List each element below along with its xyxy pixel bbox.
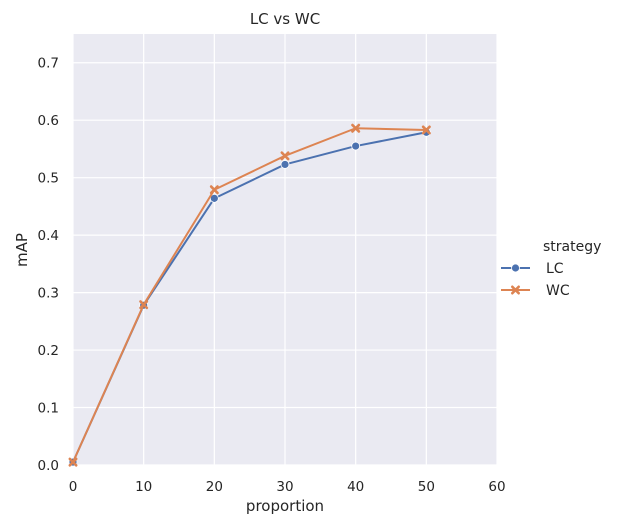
x-tick-label: 10 [135,479,152,495]
x-tick-label: 20 [206,479,223,495]
data-point-wc [209,185,219,195]
y-tick-label: 0.5 [38,171,59,187]
y-tick-label: 0.3 [38,286,59,302]
legend-item-wc: WC [501,283,570,299]
y-tick-label: 0.6 [38,113,59,129]
legend-label-wc: WC [546,283,570,299]
data-point-wc [68,457,78,467]
series-line-wc [72,127,427,463]
x-tick-label: 0 [69,479,78,495]
x-tick-label: 40 [347,479,364,495]
data-point-wc [421,125,431,135]
x-axis-label: proportion [246,497,324,515]
legend-item-lc: LC [501,261,564,277]
legend-marker-wc [510,285,520,295]
y-tick-label: 0.7 [38,56,59,72]
data-point-lc [351,141,361,151]
data-point-wc [280,151,290,161]
legend: strategy LC WC [501,239,601,299]
x-tick-label: 30 [276,479,293,495]
tick-labels: 0 10 20 30 40 50 60 0.0 0.1 0.2 0.3 0.4 0.5 0.6 0.7 [38,56,506,495]
data-point-wc [351,123,361,133]
grid-lines [72,34,498,466]
series-wc [68,123,431,467]
data-point-wc [139,300,149,310]
legend-marker-lc [511,263,520,273]
data-point-lc [209,193,219,203]
x-tick-label: 60 [488,479,505,495]
data-point-lc [280,160,290,169]
legend-label-lc: LC [546,261,564,277]
y-tick-label: 0.2 [38,343,59,359]
y-axis-label: mAP [13,233,31,267]
x-tick-label: 50 [418,479,435,495]
legend-title: strategy [543,239,601,255]
y-tick-label: 0.4 [38,228,59,244]
chart-title: LC vs WC [250,10,320,28]
series-layer [68,123,431,467]
y-tick-label: 0.1 [38,401,59,417]
y-tick-label: 0.0 [38,458,59,474]
